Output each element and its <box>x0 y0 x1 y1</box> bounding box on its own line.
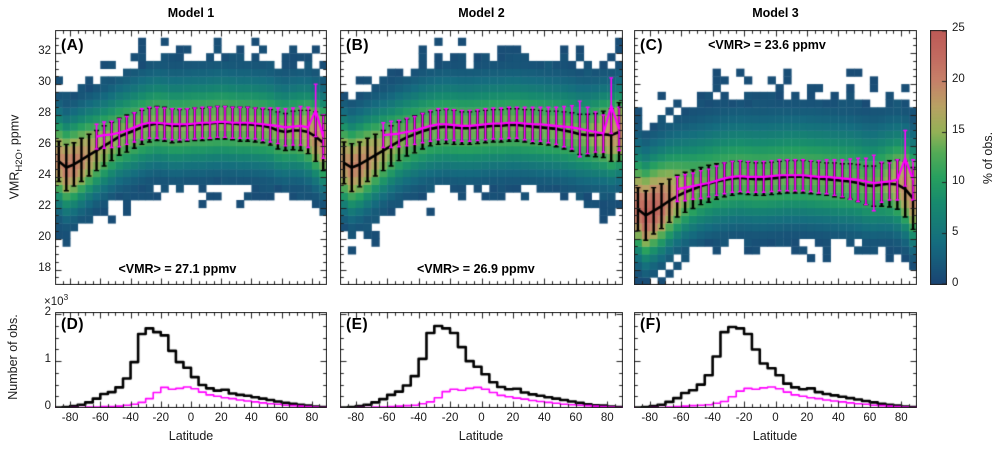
panel-a-heatmap: (A) <VMR> = 27.1 ppmv <box>55 30 327 285</box>
y-tick-label-top: 26 <box>38 137 51 150</box>
x-tick-label: 20 <box>214 412 228 424</box>
panel-c-heatmap: (C) <VMR> = 23.6 ppmv <box>634 30 917 285</box>
y-tick-label-bottom: 1 <box>44 353 51 366</box>
y-axis-multiplier-exp: 3 <box>63 292 69 302</box>
panel-b-annotation: <VMR> = 26.9 ppmv <box>416 262 535 276</box>
x-tick-label: -40 <box>122 412 139 424</box>
panel-a-annotation: <VMR> = 27.1 ppmv <box>118 262 237 276</box>
x-axis-label-f: Latitude <box>752 429 798 443</box>
x-tick-label: -60 <box>378 412 396 424</box>
y-tick-label-top: 20 <box>38 230 51 243</box>
colorbar-tick-label: 5 <box>952 226 959 238</box>
y-tick-label-bottom: 2 <box>44 306 51 319</box>
panel-c-title: Model 3 <box>752 6 799 20</box>
x-axis-label-d: Latitude <box>168 429 214 443</box>
y-axis-multiplier: ×103 <box>44 292 68 308</box>
panel-d-letter: (D) <box>61 316 85 333</box>
x-tick-label: -60 <box>92 412 109 424</box>
panel-e-letter: (E) <box>346 316 369 333</box>
x-tick-label: 40 <box>245 412 258 424</box>
x-tick-label: 60 <box>275 412 289 424</box>
y-axis-multiplier-base: ×10 <box>44 295 64 308</box>
x-tick-label: -20 <box>152 412 170 424</box>
panel-b-canvas <box>340 30 623 285</box>
panel-a-canvas <box>55 30 327 285</box>
panel-b-title: Model 2 <box>458 6 505 20</box>
panel-c-letter: (C) <box>640 37 664 54</box>
panel-f-letter: (F) <box>640 316 662 333</box>
x-tick-label: 60 <box>863 412 877 424</box>
y-tick-label-bottom: 0 <box>44 400 51 412</box>
x-tick-label: 0 <box>187 412 195 424</box>
colorbar-canvas <box>930 30 947 285</box>
panel-d-histogram: (D) <box>55 312 327 408</box>
x-tick-label: -60 <box>672 412 690 424</box>
panel-c-canvas <box>634 30 917 285</box>
x-tick-label: -20 <box>441 412 459 424</box>
colorbar-tick-label: 25 <box>952 22 965 34</box>
y-tick-label-top: 22 <box>38 199 51 212</box>
panel-b-letter: (B) <box>346 37 370 54</box>
x-tick-label: -80 <box>347 412 365 424</box>
x-axis-label-e: Latitude <box>458 429 504 443</box>
x-tick-label: -80 <box>641 412 659 424</box>
panel-e-histogram: (E) <box>340 312 623 408</box>
panel-a-title: Model 1 <box>167 6 215 20</box>
panel-e-canvas <box>340 312 623 408</box>
panel-a-letter: (A) <box>61 37 85 54</box>
x-tick-label: 0 <box>772 412 779 424</box>
y-axis-label-vmr: VMRH2O, ppmv <box>7 115 25 200</box>
colorbar-label: % of obs. <box>981 131 995 185</box>
y-tick-label-top: 30 <box>38 76 51 89</box>
x-tick-label: -80 <box>61 412 79 424</box>
colorbar <box>930 30 947 285</box>
panel-b-heatmap: (B) <VMR> = 26.9 ppmv <box>340 30 623 285</box>
x-tick-label: 80 <box>894 412 908 424</box>
y-tick-label-top: 24 <box>38 168 51 181</box>
x-tick-label: -40 <box>704 412 721 424</box>
y-tick-label-top: 18 <box>38 261 51 274</box>
x-tick-label: -20 <box>735 412 753 424</box>
x-tick-label: 80 <box>600 412 614 424</box>
x-tick-label: 80 <box>305 412 319 424</box>
x-tick-label: -40 <box>410 412 427 424</box>
panel-f-canvas <box>634 312 917 408</box>
y-tick-label-top: 32 <box>38 45 51 58</box>
x-tick-label: 0 <box>478 412 485 424</box>
colorbar-tick-label: 10 <box>952 175 965 187</box>
y-tick-label-top: 28 <box>38 107 51 119</box>
x-tick-label: 40 <box>537 412 551 424</box>
colorbar-tick-label: 15 <box>952 124 965 136</box>
x-tick-label: 60 <box>569 412 583 424</box>
panel-c-annotation: <VMR> = 23.6 ppmv <box>708 38 826 52</box>
colorbar-tick-label: 0 <box>952 277 959 289</box>
x-tick-label: 40 <box>831 412 845 424</box>
colorbar-tick-label: 20 <box>952 73 965 85</box>
panel-f-histogram: (F) <box>634 312 917 408</box>
x-tick-label: 20 <box>506 412 520 424</box>
panel-d-canvas <box>55 312 327 408</box>
x-tick-label: 20 <box>800 412 814 424</box>
